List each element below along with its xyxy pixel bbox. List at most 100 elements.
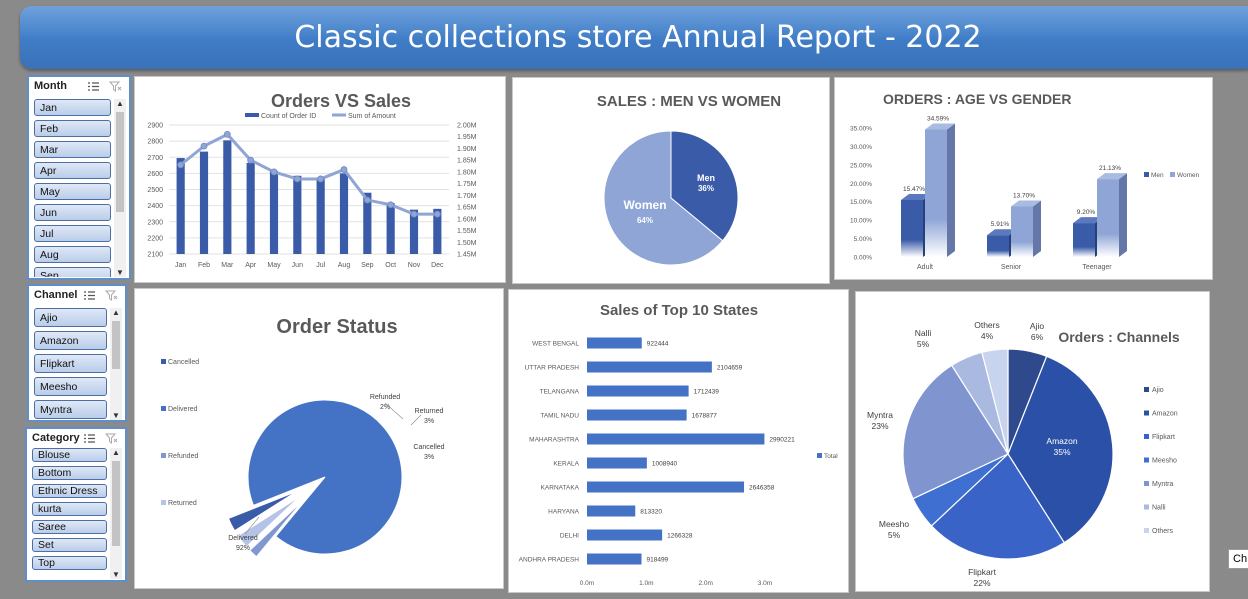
slicer-item-jul[interactable]: Jul xyxy=(34,225,111,242)
x-tick-label: 0.0m xyxy=(580,580,594,587)
y-tick-right: 1.85M xyxy=(457,158,477,165)
scroll-down-icon[interactable]: ▼ xyxy=(112,411,120,420)
slicer-item-ajio[interactable]: Ajio xyxy=(34,308,107,327)
bar-orders xyxy=(176,158,185,254)
scroll-up-icon[interactable]: ▲ xyxy=(112,448,120,457)
legend-swatch xyxy=(1144,410,1149,416)
orders-vs-sales-panel[interactable]: Orders VS Sales Count of Order ID Sum of A… xyxy=(134,76,506,283)
legend-label: Meesho xyxy=(1152,458,1177,465)
clear-filter-icon[interactable] xyxy=(105,290,118,301)
slicer-item-apr[interactable]: Apr xyxy=(34,162,111,179)
clear-filter-icon[interactable] xyxy=(105,433,118,444)
y-tick-label: 25.00% xyxy=(850,162,872,169)
bar-state xyxy=(587,385,689,397)
bar-3d-side xyxy=(947,123,955,257)
slicer-item-mar[interactable]: Mar xyxy=(34,141,111,158)
legend-swatch-total xyxy=(817,453,822,458)
slicer-item-kurta[interactable]: kurta xyxy=(32,502,107,516)
slicer-item-blouse[interactable]: Blouse xyxy=(32,448,107,462)
multi-select-icon[interactable] xyxy=(87,81,100,92)
legend-label: Ajio xyxy=(1152,387,1164,394)
bar-women xyxy=(925,129,947,257)
bar-state xyxy=(587,409,687,421)
y-tick-label: 20.00% xyxy=(850,181,872,188)
multi-select-icon[interactable] xyxy=(83,433,96,444)
clear-filter-icon[interactable] xyxy=(109,81,122,92)
month-slicer-scrollbar[interactable]: ▲ ▼ xyxy=(114,99,126,277)
slicer-item-ethnic-dress[interactable]: Ethnic Dress xyxy=(32,484,107,498)
channel-slicer[interactable]: Channel Ajio Amazon Flipkart Meesho Myntra ▲… xyxy=(27,284,127,422)
slicer-item-jun[interactable]: Jun xyxy=(34,204,111,221)
slice-label: Meesho xyxy=(879,519,910,529)
line-point-amount xyxy=(177,161,185,169)
scroll-up-icon[interactable]: ▲ xyxy=(112,308,120,317)
bar-orders xyxy=(246,162,255,254)
category-slicer[interactable]: Category Blouse Bottom Ethnic Dress kurta Sa… xyxy=(25,427,127,582)
y-tick-left: 2400 xyxy=(147,203,163,210)
x-tick-label: Aug xyxy=(338,262,351,269)
sales-men-women-panel[interactable]: SALES : MEN VS WOMEN Men 36% Women 64% xyxy=(512,77,830,284)
bar-orders xyxy=(433,208,442,254)
y-tick-right: 1.75M xyxy=(457,181,477,188)
chart-title: Order Status xyxy=(276,316,397,338)
slicer-item-set[interactable]: Set xyxy=(32,538,107,552)
slice-label: Amazon xyxy=(1046,436,1077,446)
orders-age-gender-panel[interactable]: ORDERS : AGE VS GENDER 0.00% 5.00% 10.00% 15… xyxy=(834,77,1213,280)
slicer-item-sep[interactable]: Sep xyxy=(34,267,111,277)
channel-slicer-scrollbar[interactable]: ▲ ▼ xyxy=(110,308,122,420)
bar-state xyxy=(587,505,636,517)
y-category-label: MAHARASHTRA xyxy=(529,437,580,444)
slice-percent: 22% xyxy=(973,578,990,588)
legend-swatch xyxy=(1144,504,1149,510)
slicer-item-bottom[interactable]: Bottom xyxy=(32,466,107,480)
slicer-item-saree[interactable]: Saree xyxy=(32,520,107,534)
y-tick-left: 2200 xyxy=(147,235,163,242)
slicer-item-meesho[interactable]: Meesho xyxy=(34,377,107,396)
y-category-label: KERALA xyxy=(553,461,579,468)
x-tick-label: May xyxy=(267,262,281,269)
y-tick-left: 2800 xyxy=(147,139,163,146)
legend-swatch xyxy=(1144,387,1149,392)
y-category-label: TELANGANA xyxy=(540,389,580,396)
slicer-item-aug[interactable]: Aug xyxy=(34,246,111,263)
slicer-item-amazon[interactable]: Amazon xyxy=(34,331,107,350)
chart-title: Orders VS Sales xyxy=(271,91,411,111)
slicer-item-top[interactable]: Top xyxy=(32,556,107,570)
bar-state xyxy=(587,433,765,445)
pie-slice-others xyxy=(981,348,1009,455)
legend-label-men: Men xyxy=(1151,172,1164,179)
legend-swatch-men xyxy=(1144,172,1149,177)
slicer-item-myntra[interactable]: Myntra xyxy=(34,400,107,419)
slice-percent-women: 64% xyxy=(637,216,653,225)
multi-select-icon[interactable] xyxy=(83,290,96,301)
scroll-up-icon[interactable]: ▲ xyxy=(116,99,124,108)
scroll-thumb[interactable] xyxy=(112,461,120,546)
scroll-thumb[interactable] xyxy=(112,321,120,369)
category-slicer-scrollbar[interactable]: ▲ ▼ xyxy=(110,448,122,579)
legend-label-women: Women xyxy=(1177,172,1200,179)
line-point-amount xyxy=(317,175,325,183)
order-status-panel[interactable]: Order Status Cancelled Delivered Refunded Re… xyxy=(134,288,504,589)
scroll-thumb[interactable] xyxy=(116,112,124,212)
bar-state xyxy=(587,337,642,349)
slicer-item-may[interactable]: May xyxy=(34,183,111,200)
bar-3d-top xyxy=(1097,173,1127,180)
data-label: 5.91% xyxy=(991,221,1010,228)
leader-line xyxy=(384,402,404,420)
slicer-item-feb[interactable]: Feb xyxy=(34,120,111,137)
bar-orders xyxy=(199,151,209,254)
scroll-down-icon[interactable]: ▼ xyxy=(112,570,120,579)
legend-swatch xyxy=(161,453,166,458)
month-slicer[interactable]: Month Jan Feb Mar Apr May Jun Jul Aug Sep ▲ ▼ xyxy=(27,75,131,280)
x-tick-label: Sep xyxy=(361,262,374,269)
y-category-label: WEST BENGAL xyxy=(532,341,579,348)
slice-percent: 4% xyxy=(981,331,994,341)
slicer-item-flipkart[interactable]: Flipkart xyxy=(34,354,107,373)
bar-value-label: 1678877 xyxy=(692,413,718,420)
y-category-label: UTTAR PRADESH xyxy=(525,365,580,372)
top-10-states-panel[interactable]: Sales of Top 10 States WEST BENGAL 922444 U… xyxy=(508,289,849,593)
slicer-item-jan[interactable]: Jan xyxy=(34,99,111,116)
orders-channels-panel[interactable]: Orders : Channels Ajio 6% Amazon 35% Flipkart… xyxy=(855,291,1210,592)
scroll-down-icon[interactable]: ▼ xyxy=(116,268,124,277)
y-tick-left: 2700 xyxy=(147,155,163,162)
